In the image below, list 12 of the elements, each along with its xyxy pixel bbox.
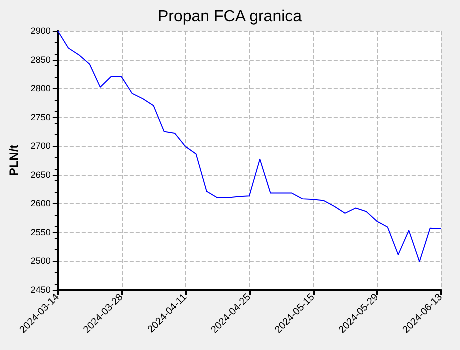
y-tick-label: 2900 xyxy=(30,26,51,36)
y-tick-label: 2550 xyxy=(30,227,51,238)
chart-title: Propan FCA granica xyxy=(158,8,302,26)
y-tick-label: 2600 xyxy=(30,198,51,209)
y-tick-label: 2800 xyxy=(30,84,51,94)
y-axis-title: PLN/t xyxy=(7,144,21,176)
y-tick-label: 2650 xyxy=(30,170,51,180)
y-tick-label: 2450 xyxy=(30,285,51,295)
y-tick-label: 2500 xyxy=(30,256,51,266)
y-tick-label: 2700 xyxy=(30,141,51,152)
y-tick-label: 2750 xyxy=(30,112,51,122)
y-tick-label: 2850 xyxy=(30,54,51,65)
